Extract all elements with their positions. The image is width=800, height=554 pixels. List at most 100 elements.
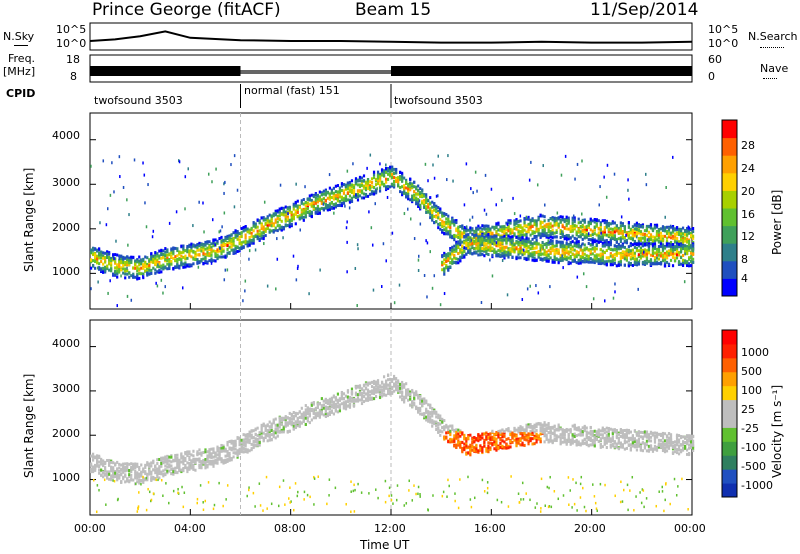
- power-echo: [547, 249, 550, 253]
- velocity-echo: [116, 467, 119, 471]
- power-echo: [571, 252, 574, 256]
- power-echo: [529, 233, 532, 237]
- power-echo: [455, 242, 458, 246]
- power-echo: [601, 233, 604, 237]
- power-echo: [569, 227, 572, 231]
- power-echo: [262, 228, 265, 232]
- power-echo: [443, 254, 446, 258]
- power-echo: [677, 251, 681, 255]
- power-echo: [290, 213, 293, 217]
- power-echo: [385, 163, 387, 167]
- power-echo: [270, 229, 273, 233]
- power-echo: [370, 190, 374, 194]
- velocity-echo: [208, 451, 211, 455]
- power-echo: [549, 242, 552, 246]
- power-echo: [503, 245, 506, 249]
- velocity-echo: [194, 460, 197, 464]
- power-echo: [563, 254, 566, 258]
- power-echo: [537, 233, 540, 237]
- power-echo: [473, 241, 476, 245]
- power-echo: [513, 223, 516, 227]
- power-echo: [94, 247, 97, 251]
- power-echo: [614, 290, 616, 294]
- power-echo: [559, 253, 562, 257]
- power-echo: [625, 233, 627, 237]
- power-echo: [346, 181, 350, 185]
- power-echo: [322, 208, 325, 212]
- power-echo: [692, 230, 695, 234]
- power-echo: [641, 260, 645, 264]
- velocity-echo: [190, 466, 193, 470]
- power-echo: [310, 198, 313, 202]
- power-echo: [539, 253, 542, 257]
- velocity-echo: [208, 448, 211, 452]
- power-echo: [609, 222, 612, 226]
- power-echo: [158, 265, 161, 269]
- velocity-echo: [102, 471, 105, 475]
- velocity-echo: [184, 456, 187, 460]
- power-echo: [507, 251, 510, 255]
- power-echo: [236, 237, 239, 241]
- power-echo: [244, 289, 246, 293]
- power-echo: [449, 223, 452, 227]
- power-echo: [672, 155, 674, 159]
- power-echo: [653, 258, 657, 262]
- power-echo: [527, 251, 530, 255]
- power-echo: [445, 227, 448, 231]
- power-echo: [218, 248, 221, 252]
- power-echo: [599, 257, 602, 261]
- velocity-echo: [270, 428, 273, 432]
- power-echo: [653, 238, 657, 242]
- power-echo: [627, 220, 630, 224]
- power-echo: [274, 218, 277, 222]
- power-echo: [692, 247, 695, 251]
- power-echo: [346, 186, 350, 190]
- freq-label: Freq.: [8, 52, 36, 65]
- power-echo: [178, 160, 181, 164]
- power-echo: [151, 235, 154, 239]
- power-echo: [591, 243, 594, 247]
- power-echo: [415, 202, 418, 206]
- power-echo: [324, 193, 327, 197]
- power-echo: [619, 263, 622, 267]
- power-echo: [471, 238, 474, 242]
- power-echo: [107, 207, 109, 211]
- power-echo: [537, 249, 540, 253]
- power-echo: [443, 251, 446, 255]
- velocity-echo: [252, 429, 255, 433]
- power-echo: [358, 175, 362, 179]
- power-echo: [441, 263, 444, 267]
- power-echo: [530, 160, 532, 164]
- velocity-echo: [218, 457, 221, 461]
- cpid-segment-label: twofsound 3503: [394, 94, 483, 107]
- power-echo: [581, 251, 584, 255]
- velocity-echo: [230, 441, 233, 445]
- power-echo: [517, 219, 520, 223]
- power-echo: [473, 251, 476, 255]
- power-echo: [288, 210, 291, 214]
- power-echo: [364, 186, 368, 190]
- power-echo: [302, 218, 305, 222]
- power-echo: [127, 243, 129, 247]
- power-echo: [591, 237, 594, 241]
- velocity-echo: [184, 465, 187, 469]
- velocity-echo: [278, 422, 281, 426]
- power-echo: [180, 263, 183, 267]
- power-echo: [467, 238, 470, 242]
- power-echo: [659, 244, 663, 248]
- power-echo: [557, 248, 560, 252]
- power-echo: [639, 254, 643, 258]
- power-echo: [601, 244, 604, 248]
- power-echo: [669, 250, 673, 254]
- power-echo: [465, 244, 468, 248]
- power-echo: [110, 263, 113, 267]
- power-echo: [388, 173, 392, 177]
- power-echo: [252, 235, 255, 239]
- power-echo: [561, 244, 564, 248]
- power-echo: [491, 231, 494, 235]
- power-echo: [561, 247, 564, 251]
- power-echo: [491, 253, 494, 257]
- power-echo: [581, 242, 584, 246]
- power-echo: [463, 255, 466, 259]
- power-echo: [258, 221, 261, 225]
